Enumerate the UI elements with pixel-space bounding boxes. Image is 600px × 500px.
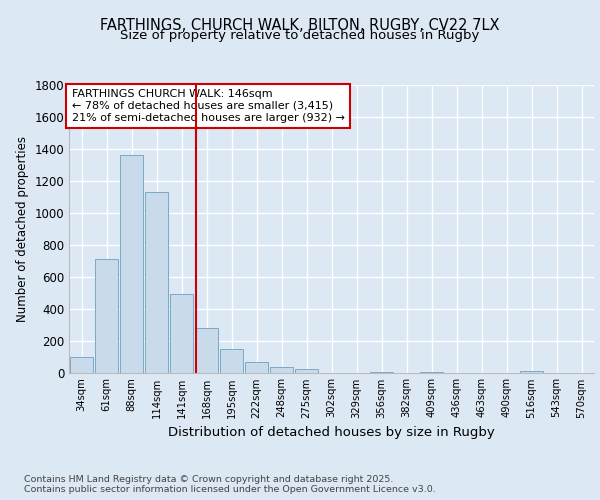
Bar	[70, 356, 93, 372]
Bar	[520, 371, 543, 372]
Bar	[170, 294, 193, 372]
Bar	[270, 368, 293, 372]
Text: FARTHINGS CHURCH WALK: 146sqm
← 78% of detached houses are smaller (3,415)
21% o: FARTHINGS CHURCH WALK: 146sqm ← 78% of d…	[71, 90, 344, 122]
Text: Contains HM Land Registry data © Crown copyright and database right 2025.
Contai: Contains HM Land Registry data © Crown c…	[24, 474, 436, 494]
Bar	[245, 362, 268, 372]
Bar	[295, 368, 318, 372]
Bar	[220, 348, 243, 372]
Text: Size of property relative to detached houses in Rugby: Size of property relative to detached ho…	[121, 29, 479, 42]
Y-axis label: Number of detached properties: Number of detached properties	[16, 136, 29, 322]
Bar	[95, 259, 118, 372]
Bar	[195, 328, 218, 372]
X-axis label: Distribution of detached houses by size in Rugby: Distribution of detached houses by size …	[168, 426, 495, 439]
Bar	[120, 156, 143, 372]
Text: FARTHINGS, CHURCH WALK, BILTON, RUGBY, CV22 7LX: FARTHINGS, CHURCH WALK, BILTON, RUGBY, C…	[100, 18, 500, 32]
Bar	[145, 192, 168, 372]
